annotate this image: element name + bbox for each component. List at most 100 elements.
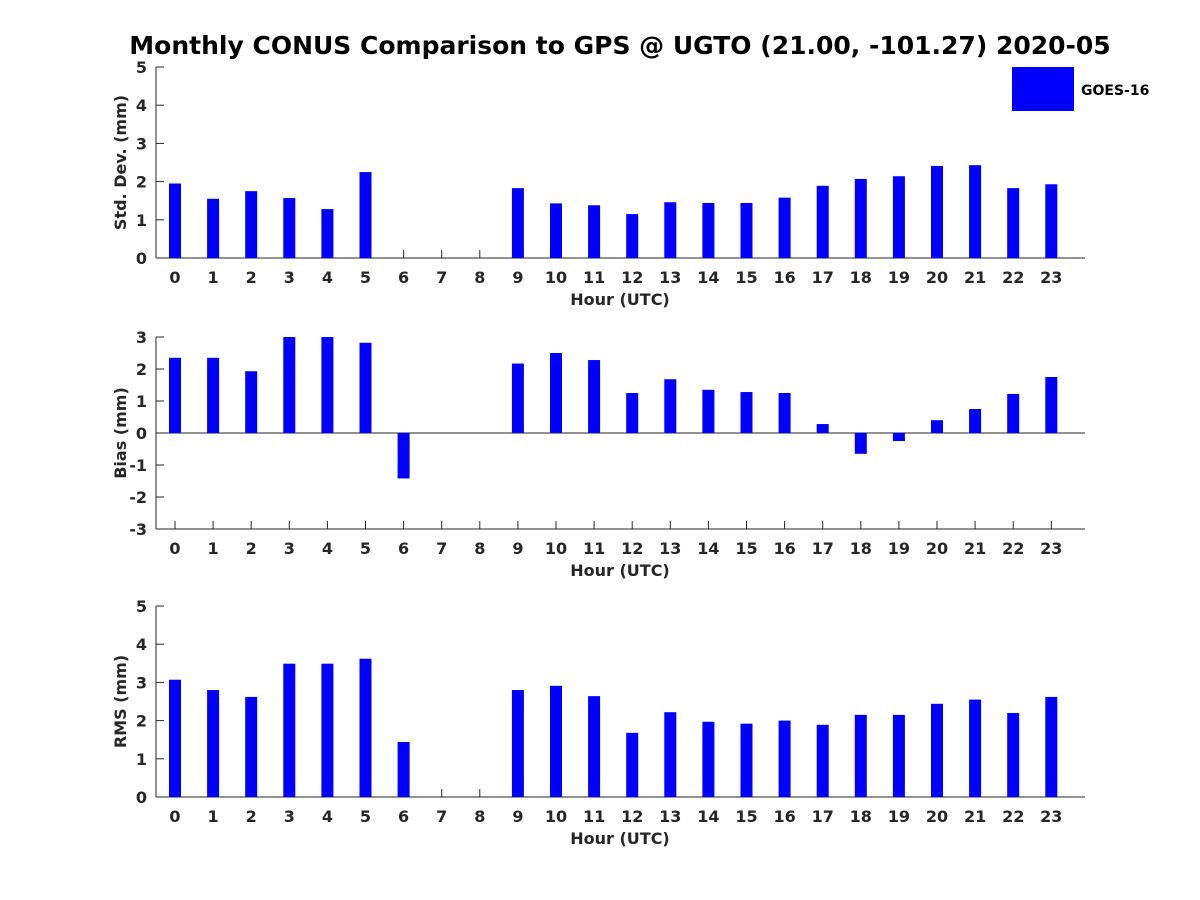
bar-hour-19	[892, 714, 905, 797]
x-tick-label: 11	[583, 539, 605, 558]
bar-hour-12	[626, 214, 639, 258]
y-tick-label: 2	[136, 173, 147, 192]
y-tick-label: 1	[136, 211, 147, 230]
bar-hour-15	[740, 723, 753, 797]
bar-hour-17	[816, 424, 829, 433]
bar-hour-5	[359, 172, 372, 258]
bar-hour-10	[550, 203, 562, 258]
x-tick-label: 15	[735, 807, 757, 826]
bar-hour-21	[969, 409, 982, 433]
x-tick-label: 1	[208, 539, 219, 558]
x-tick-label: 8	[474, 539, 485, 558]
bar-hour-16	[778, 393, 791, 433]
x-tick-label: 13	[659, 807, 681, 826]
x-tick-label: 16	[773, 539, 795, 558]
bar-hour-15	[740, 202, 753, 258]
x-tick-label: 21	[964, 807, 986, 826]
x-tick-label: 17	[812, 807, 834, 826]
bar-hour-3	[283, 663, 296, 797]
x-tick-label: 12	[621, 268, 643, 287]
y-tick-label: 1	[136, 750, 147, 769]
bar-hour-6	[397, 741, 410, 797]
bar-hour-2	[245, 191, 258, 258]
bar-hour-16	[778, 720, 791, 797]
bar-hour-17	[816, 724, 829, 797]
legend-label: GOES-16	[1081, 83, 1149, 99]
x-tick-label: 17	[812, 539, 834, 558]
x-tick-label: 15	[735, 268, 757, 287]
bar-hour-2	[245, 696, 258, 797]
x-tick-label: 16	[773, 268, 795, 287]
bar-hour-18	[854, 178, 867, 258]
y-tick-label: -3	[129, 520, 147, 539]
x-tick-label: 6	[398, 268, 409, 287]
bar-hour-1	[207, 690, 220, 797]
legend-swatch	[1012, 67, 1074, 111]
x-tick-label: 8	[474, 268, 485, 287]
bar-hour-2	[245, 371, 258, 433]
x-tick-label: 4	[322, 268, 333, 287]
x-tick-label: 14	[697, 268, 719, 287]
bar-hour-11	[588, 696, 601, 797]
x-tick-label: 11	[583, 807, 605, 826]
legend: GOES-16	[1012, 67, 1149, 111]
x-tick-label: 10	[545, 268, 567, 287]
bar-hour-18	[854, 714, 867, 797]
x-tick-label: 2	[246, 268, 257, 287]
x-tick-label: 19	[888, 268, 910, 287]
x-tick-label: 15	[735, 539, 757, 558]
bar-hour-14	[702, 721, 715, 797]
bar-hour-18	[854, 433, 867, 454]
x-tick-label: 11	[583, 268, 605, 287]
x-axis-label: Hour (UTC)	[570, 561, 670, 580]
y-tick-label: 0	[136, 249, 147, 268]
x-tick-label: 9	[512, 268, 523, 287]
x-tick-label: 23	[1040, 807, 1062, 826]
bar-hour-9	[511, 690, 524, 797]
x-tick-label: 1	[208, 807, 219, 826]
y-tick-label: -2	[129, 488, 147, 507]
bar-hour-0	[169, 357, 181, 433]
bar-hour-20	[931, 703, 943, 797]
y-axis-label: Bias (mm)	[111, 387, 130, 479]
y-tick-label: 0	[136, 788, 147, 807]
x-tick-label: 20	[926, 539, 948, 558]
y-tick-label: 2	[136, 360, 147, 379]
bar-hour-19	[892, 176, 905, 258]
x-tick-label: 0	[169, 539, 180, 558]
y-axis-label: Std. Dev. (mm)	[111, 95, 130, 230]
x-tick-label: 4	[322, 807, 333, 826]
bar-hour-4	[321, 337, 334, 433]
bar-hour-5	[359, 342, 372, 433]
x-tick-label: 21	[964, 268, 986, 287]
x-tick-label: 4	[322, 539, 333, 558]
x-tick-label: 13	[659, 539, 681, 558]
x-tick-label: 19	[888, 807, 910, 826]
x-tick-label: 23	[1040, 539, 1062, 558]
bar-hour-5	[359, 658, 372, 797]
x-tick-label: 6	[398, 807, 409, 826]
y-tick-label: 2	[136, 712, 147, 731]
bar-hour-16	[778, 197, 791, 258]
bar-hour-21	[969, 165, 982, 258]
bar-hour-9	[511, 363, 524, 433]
x-tick-label: 2	[246, 539, 257, 558]
y-axis-label: RMS (mm)	[111, 655, 130, 748]
x-tick-label: 17	[812, 268, 834, 287]
y-tick-label: 5	[136, 597, 147, 616]
x-tick-label: 0	[169, 268, 180, 287]
bar-hour-17	[816, 185, 829, 258]
bar-hour-22	[1007, 712, 1020, 797]
bar-hour-13	[664, 202, 677, 258]
bar-hour-14	[702, 202, 715, 258]
x-tick-label: 18	[850, 539, 872, 558]
x-tick-label: 13	[659, 268, 681, 287]
x-tick-label: 12	[621, 807, 643, 826]
bar-hour-12	[626, 732, 639, 797]
x-tick-label: 3	[284, 268, 295, 287]
x-tick-label: 10	[545, 807, 567, 826]
bar-hour-20	[931, 165, 943, 258]
bar-hour-20	[931, 420, 943, 433]
